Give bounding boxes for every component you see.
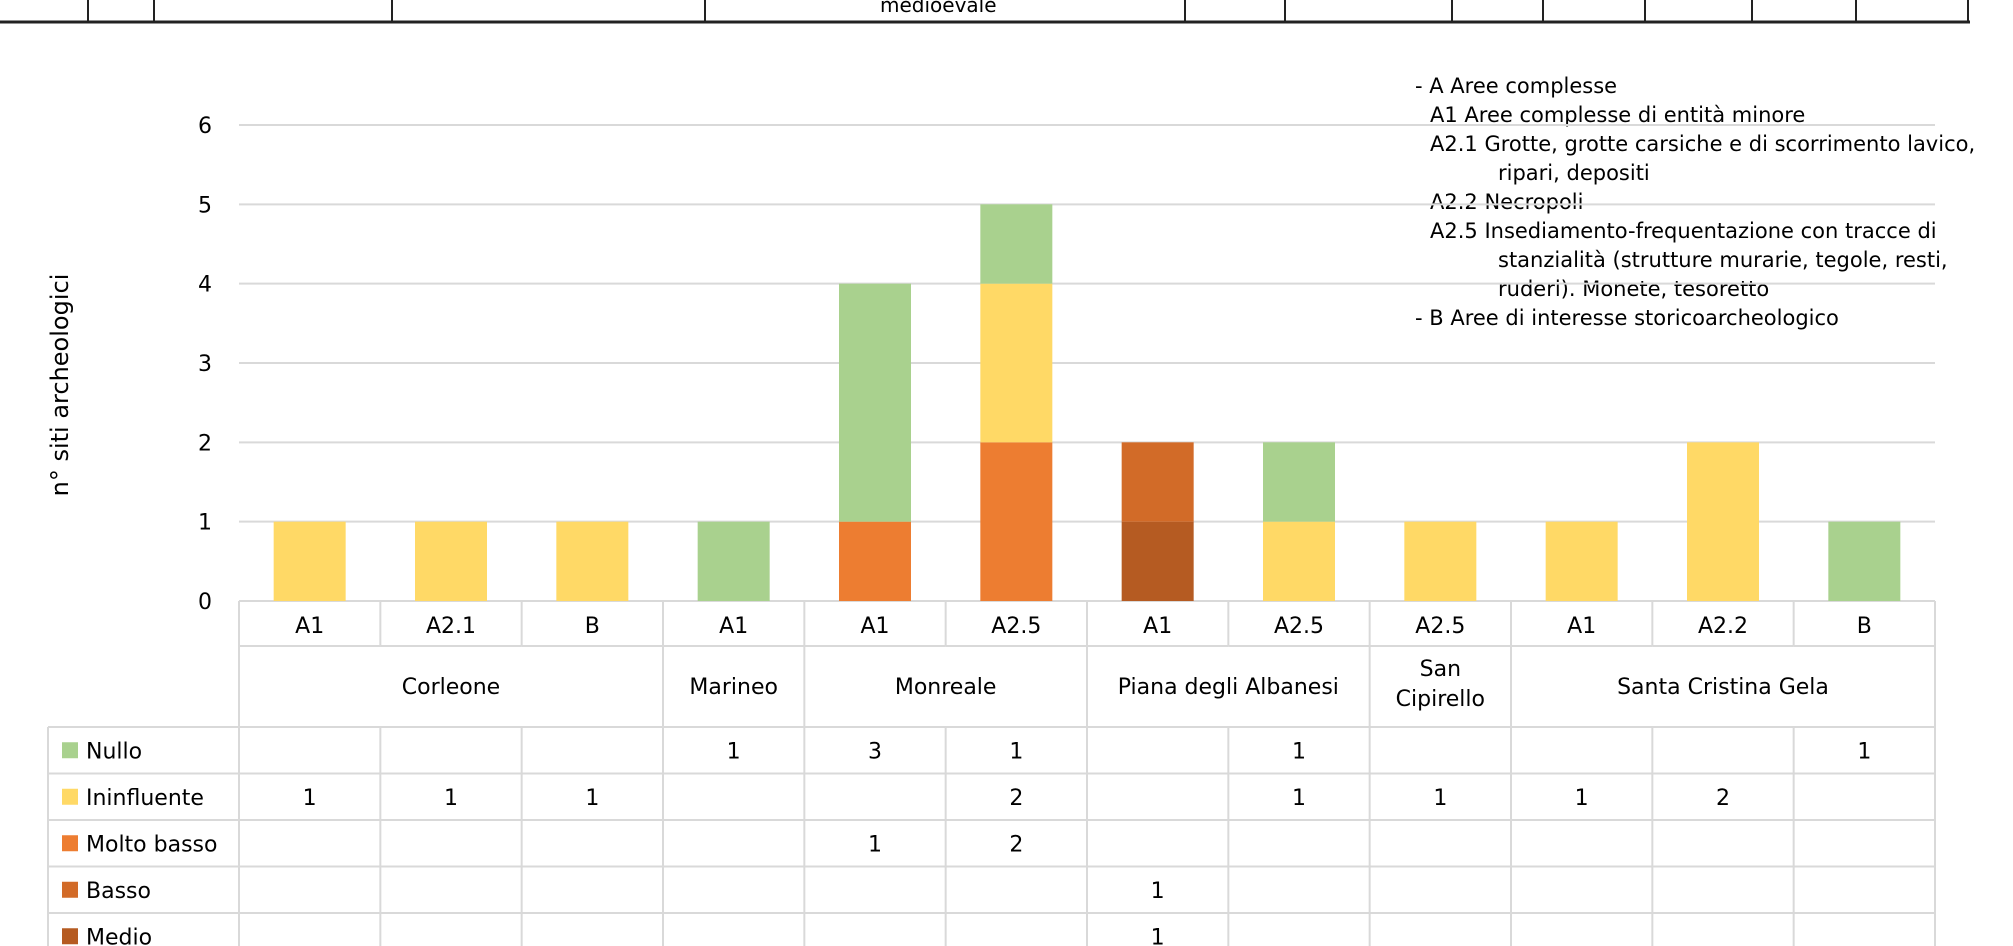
bar-segment bbox=[1828, 521, 1901, 601]
y-tick-labels: 0 1 2 3 4 5 6 bbox=[198, 114, 212, 615]
bar-segment bbox=[1545, 521, 1618, 601]
top-table-fragment bbox=[0, 0, 1970, 24]
x-tick-label: A2.2 bbox=[1698, 614, 1748, 639]
note-line: A2.1 Grotte, grotte carsiche e di scorri… bbox=[1430, 132, 1975, 156]
note-line: - A Aree complesse bbox=[1415, 74, 1617, 98]
y-tick-label: 4 bbox=[198, 273, 212, 298]
y-axis-title: n° siti archeologici bbox=[46, 274, 74, 497]
data-label: 1 bbox=[1433, 786, 1447, 811]
note-line: A1 Aree complesse di entità minore bbox=[1430, 103, 1805, 127]
note-line: ruderi). Monete, tesoretto bbox=[1498, 277, 1769, 301]
data-label: 2 bbox=[1716, 786, 1730, 811]
data-label: 1 bbox=[1151, 925, 1165, 946]
bar-segment bbox=[1687, 442, 1759, 601]
x-tick-label: B bbox=[1857, 614, 1872, 639]
data-label: 1 bbox=[1575, 786, 1589, 811]
bars bbox=[273, 204, 1901, 601]
y-tick-label: 2 bbox=[198, 431, 212, 456]
data-label: 1 bbox=[1151, 879, 1165, 904]
x-tick-label: A1 bbox=[719, 614, 748, 639]
note-line: A2.5 Insediamento-frequentazione con tra… bbox=[1430, 219, 1937, 243]
bar-segment bbox=[980, 283, 1053, 443]
legend-swatch bbox=[62, 928, 78, 945]
data-label: 1 bbox=[1292, 786, 1306, 811]
bar-segment bbox=[839, 521, 911, 601]
bar-segment bbox=[273, 521, 346, 601]
legend-label: Basso bbox=[86, 879, 151, 904]
y-tick-label: 1 bbox=[198, 511, 212, 536]
legend-label: Ininfluente bbox=[86, 786, 204, 811]
x-tick-label: A2.5 bbox=[991, 614, 1041, 639]
group-label: Corleone bbox=[402, 675, 500, 700]
data-label: 1 bbox=[444, 786, 458, 811]
category-definitions-note: - A Aree complesse A1 Aree complesse di e… bbox=[1415, 74, 1975, 330]
data-label: 2 bbox=[1009, 832, 1023, 857]
x-tick-label: A1 bbox=[1567, 614, 1596, 639]
y-tick-label: 3 bbox=[198, 352, 212, 377]
legend-swatch bbox=[62, 742, 78, 759]
x-tick-label: A2.5 bbox=[1415, 614, 1465, 639]
bar-segment bbox=[980, 204, 1053, 284]
data-label: 1 bbox=[1292, 739, 1306, 764]
y-tick-label: 0 bbox=[198, 590, 212, 615]
bar-segment bbox=[839, 283, 911, 522]
bar-segment bbox=[1263, 442, 1335, 522]
note-line: A2.2 Necropoli bbox=[1430, 190, 1583, 214]
note-line: ripari, depositi bbox=[1498, 161, 1650, 185]
note-line: - B Aree di interesse storicoarcheologic… bbox=[1415, 306, 1839, 330]
bar-segment bbox=[1121, 442, 1194, 522]
data-label: 2 bbox=[1009, 786, 1023, 811]
data-table: A1 A2.1 B A1 A1 A2.5 A1 A2.5 A2.5 A1 A2.2 B Corleone… bbox=[47, 601, 1936, 946]
group-label: Santa Cristina Gela bbox=[1617, 675, 1829, 700]
gridlines bbox=[239, 124, 1935, 602]
y-tick-label: 5 bbox=[198, 193, 212, 218]
legend-swatch bbox=[62, 788, 78, 805]
group-label: San Cipirello bbox=[1396, 657, 1485, 712]
x-tick-label: A1 bbox=[1143, 614, 1172, 639]
legend-label: Nullo bbox=[86, 739, 142, 764]
x-tick-label: A2.1 bbox=[426, 614, 476, 639]
bar-segment bbox=[556, 521, 629, 601]
bar-segment bbox=[980, 442, 1053, 601]
data-label: 1 bbox=[727, 739, 741, 764]
data-label: 1 bbox=[868, 832, 882, 857]
data-label: 3 bbox=[868, 739, 882, 764]
bar-segment bbox=[415, 521, 487, 601]
note-line: stanzialità (strutture murarie, tegole, … bbox=[1498, 248, 1948, 272]
data-label: 1 bbox=[585, 786, 599, 811]
bar-segment bbox=[1121, 521, 1194, 601]
group-label: Piana degli Albanesi bbox=[1118, 675, 1339, 700]
group-label: Monreale bbox=[895, 675, 997, 700]
y-tick-label: 6 bbox=[198, 114, 212, 139]
data-label: 1 bbox=[303, 786, 317, 811]
x-tick-label: B bbox=[585, 614, 600, 639]
data-label: 1 bbox=[1009, 739, 1023, 764]
legend-label: Molto basso bbox=[86, 832, 217, 857]
bar-segment bbox=[697, 521, 770, 601]
legend-swatch bbox=[62, 835, 78, 852]
x-tick-label: A2.5 bbox=[1274, 614, 1324, 639]
x-tick-label: A1 bbox=[860, 614, 889, 639]
data-label: 1 bbox=[1857, 739, 1871, 764]
group-label: Marineo bbox=[689, 675, 778, 700]
x-tick-label: A1 bbox=[295, 614, 324, 639]
top-table-fragment-text: medioevale bbox=[880, 0, 997, 17]
legend-swatch bbox=[62, 881, 78, 898]
bar-segment bbox=[1263, 521, 1335, 601]
bar-segment bbox=[1404, 521, 1477, 601]
legend-label: Medio bbox=[86, 925, 152, 946]
